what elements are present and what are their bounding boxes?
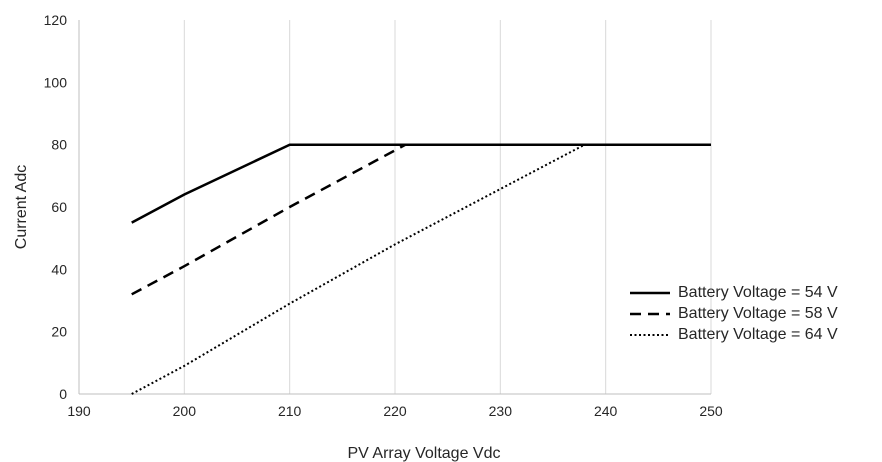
dashed-line-swatch	[630, 312, 670, 315]
dotted-line-swatch	[630, 333, 670, 336]
legend: Battery Voltage = 54 V Battery Voltage =…	[628, 282, 838, 345]
legend-item-54v: Battery Voltage = 54 V	[628, 282, 838, 303]
y-axis-ticks: 0 20 40 60 80 100 120	[44, 12, 68, 402]
legend-item-64v: Battery Voltage = 64 V	[628, 324, 838, 345]
x-axis-title: PV Array Voltage Vdc	[348, 445, 501, 462]
legend-label: Battery Voltage = 58 V	[678, 304, 838, 322]
x-tick-label: 190	[67, 403, 91, 419]
series-lines	[131, 143, 711, 395]
x-tick-label: 240	[594, 403, 618, 419]
legend-item-58v: Battery Voltage = 58 V	[628, 303, 838, 324]
y-tick-label: 40	[51, 261, 67, 277]
y-tick-label: 120	[44, 12, 68, 28]
x-axis-ticks: 190 200 210 220 230 240 250	[67, 403, 723, 419]
y-tick-label: 60	[51, 199, 67, 215]
y-tick-label: 0	[59, 386, 67, 402]
series-line-1	[131, 143, 711, 224]
x-tick-label: 200	[173, 403, 197, 419]
solid-line-swatch	[630, 291, 670, 294]
x-tick-label: 250	[699, 403, 723, 419]
y-axis-title: Current Adc	[13, 165, 30, 249]
y-tick-label: 20	[51, 324, 67, 340]
y-tick-label: 80	[51, 137, 67, 153]
grid-lines	[78, 20, 712, 395]
series-line-2	[131, 143, 711, 296]
y-tick-label: 100	[44, 74, 68, 90]
x-tick-label: 210	[278, 403, 302, 419]
legend-label: Battery Voltage = 54 V	[678, 283, 838, 301]
x-tick-label: 220	[383, 403, 407, 419]
x-tick-label: 230	[489, 403, 513, 419]
legend-label: Battery Voltage = 64 V	[678, 325, 838, 343]
series-line-3	[131, 143, 711, 395]
